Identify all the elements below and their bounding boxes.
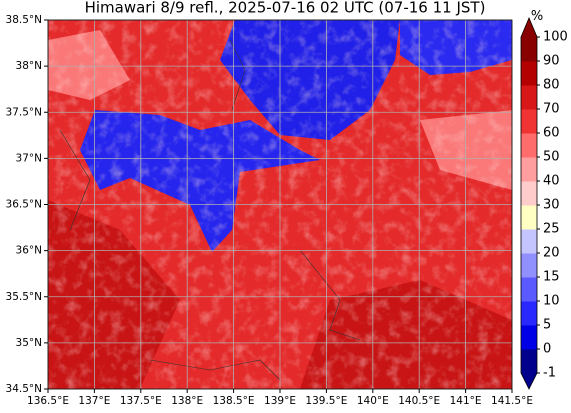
x-tick-label: 141°E (450, 395, 482, 407)
y-tick-label: 37°N (16, 152, 42, 164)
x-tick-label: 136.5°E (27, 395, 69, 407)
x-tick-label: 140.5°E (398, 395, 440, 407)
colorbar-label: 70 (543, 102, 560, 117)
y-tick-label: 35°N (16, 337, 42, 349)
colorbar-over (521, 18, 537, 37)
y-tick-label: 36.5°N (6, 199, 42, 211)
colorbar-label: 0 (543, 342, 551, 357)
x-tick-label: 138°E (171, 395, 203, 407)
colorbar-unit: % (531, 9, 543, 24)
y-tick-label: 35.5°N (6, 291, 42, 303)
y-tick-label: 38°N (16, 60, 42, 72)
colorbar-label: 90 (543, 54, 560, 69)
colorbar: -1 0 5 10 15 20 25 30 40 50 60 70 80 90 100% (520, 9, 568, 390)
x-tick-label: 140°E (357, 395, 389, 407)
colorbar-segment (521, 325, 537, 350)
colorbar-label: 25 (543, 222, 560, 237)
colorbar-segment (521, 133, 537, 158)
colorbar-label: -1 (543, 366, 556, 381)
colorbar-label: 100 (543, 30, 568, 45)
y-tick-label: 37.5°N (6, 106, 42, 118)
colorbar-segment (521, 37, 537, 62)
x-tick-label: 138.5°E (213, 395, 255, 407)
colorbar-label: 30 (543, 198, 560, 213)
colorbar-segment (521, 301, 537, 326)
colorbar-segment (521, 205, 537, 230)
colorbar-segment (521, 61, 537, 86)
colorbar-label: 15 (543, 270, 560, 285)
chart-title: Himawari 8/9 refl., 2025-07-16 02 UTC (0… (85, 0, 486, 17)
colorbar-label: 10 (543, 294, 560, 309)
colorbar-label: 20 (543, 246, 560, 261)
colorbar-under (521, 373, 537, 389)
y-tick-label: 38.5°N (6, 14, 42, 26)
x-tick-label: 139.5°E (305, 395, 347, 407)
x-tick-label: 139°E (264, 395, 296, 407)
colorbar-label: 5 (543, 318, 551, 333)
x-tick-label: 137.5°E (120, 395, 162, 407)
y-tick-label: 34.5°N (6, 383, 42, 395)
colorbar-segment (521, 181, 537, 206)
x-tick-label: 141.5°E (491, 395, 533, 407)
colorbar-segment (521, 253, 537, 278)
colorbar-segment (521, 109, 537, 134)
colorbar-label: 60 (543, 126, 560, 141)
colorbar-segment (521, 277, 537, 302)
colorbar-segment (521, 229, 537, 254)
colorbar-label: 40 (543, 174, 560, 189)
colorbar-label: 80 (543, 78, 560, 93)
colorbar-segment (521, 85, 537, 110)
x-tick-label: 137°E (78, 395, 110, 407)
colorbar-segment (521, 349, 537, 374)
colorbar-segment (521, 157, 537, 182)
y-tick-label: 36°N (16, 245, 42, 257)
colorbar-label: 50 (543, 150, 560, 165)
